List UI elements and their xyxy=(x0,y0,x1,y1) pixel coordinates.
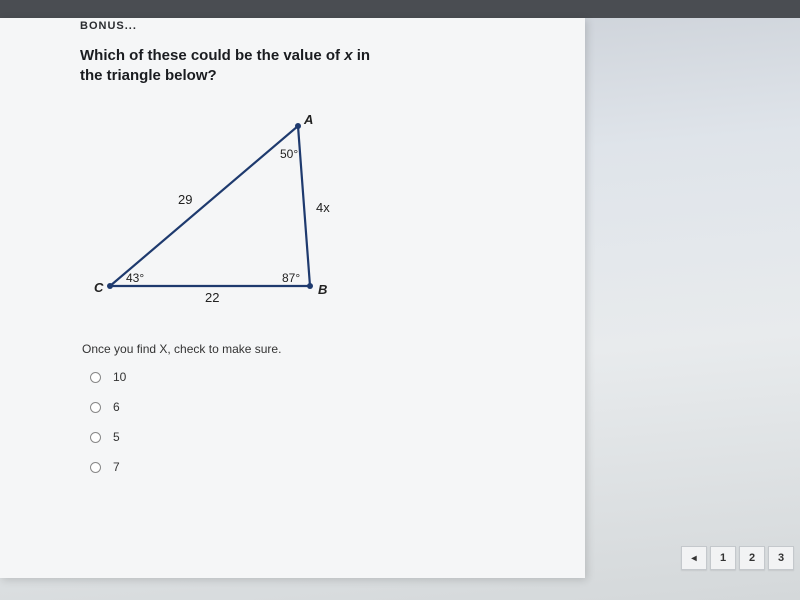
option-label: 10 xyxy=(113,370,126,384)
triangle-diagram: A B C 29 4x 22 50° 87° 43° xyxy=(90,106,350,326)
angle-c-label: 43° xyxy=(126,271,144,285)
question-page: BONUS... Which of these could be the val… xyxy=(0,18,585,578)
side-cb-label: 22 xyxy=(205,290,219,305)
pager-page-2[interactable]: 2 xyxy=(739,546,765,570)
vertex-c-label: C xyxy=(94,280,104,295)
page-navigation: ◂ 1 2 3 xyxy=(681,546,794,570)
side-ca-label: 29 xyxy=(178,192,192,207)
question-line2: the triangle below? xyxy=(80,67,217,84)
option-row[interactable]: 7 xyxy=(90,460,126,474)
question-line1-pre: Which of these could be the value of xyxy=(80,47,344,64)
radio-icon[interactable] xyxy=(90,462,101,473)
instruction-text: Once you find X, check to make sure. xyxy=(82,342,281,356)
side-ab-label: 4x xyxy=(316,200,330,215)
pager-page-1[interactable]: 1 xyxy=(710,546,736,570)
option-row[interactable]: 6 xyxy=(90,400,126,414)
radio-icon[interactable] xyxy=(90,432,101,443)
vertex-a-label: A xyxy=(303,112,313,127)
vertex-b-label: B xyxy=(318,282,327,297)
option-row[interactable]: 5 xyxy=(90,430,126,444)
question-line1-post: in xyxy=(353,47,371,64)
vertex-a-dot xyxy=(295,123,301,129)
question-text: Which of these could be the value of x i… xyxy=(80,46,400,87)
option-label: 7 xyxy=(113,460,120,474)
answer-options: 10 6 5 7 xyxy=(90,370,126,490)
option-label: 5 xyxy=(113,430,120,444)
pager-page-3[interactable]: 3 xyxy=(768,546,794,570)
window-top-bar xyxy=(0,0,800,18)
option-row[interactable]: 10 xyxy=(90,370,126,384)
vertex-c-dot xyxy=(107,283,113,289)
angle-b-label: 87° xyxy=(282,271,300,285)
radio-icon[interactable] xyxy=(90,402,101,413)
question-variable-x: x xyxy=(344,47,352,64)
pager-back-button[interactable]: ◂ xyxy=(681,546,707,570)
angle-a-label: 50° xyxy=(280,147,298,161)
radio-icon[interactable] xyxy=(90,372,101,383)
option-label: 6 xyxy=(113,400,120,414)
cropped-header-text: BONUS... xyxy=(80,20,137,32)
vertex-b-dot xyxy=(307,283,313,289)
